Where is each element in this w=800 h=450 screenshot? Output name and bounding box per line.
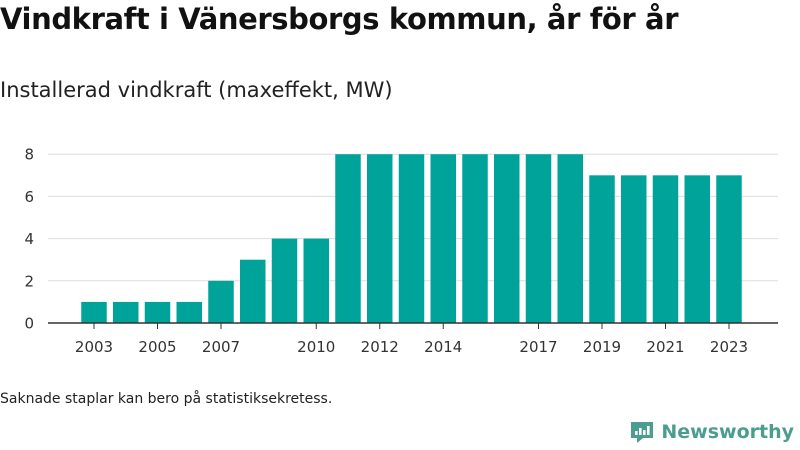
bar-2018: 2018: 8 [557, 154, 583, 323]
bar-2010: 2010: 4 [303, 238, 329, 323]
newsworthy-logo-icon [631, 422, 654, 443]
y-tick-label: 8 [24, 146, 34, 164]
x-tick-label: 2007 [202, 338, 240, 356]
brand-name: Newsworthy [661, 421, 794, 443]
x-tick-label: 2003 [75, 338, 113, 356]
x-axis-tick-labels: 2003 2005 2007 2010 2012 2014 2017 2019 2021 2023 [75, 323, 748, 356]
bar-2021: 2021: 7 [652, 175, 679, 323]
footnote: Saknade staplar kan bero på statistiksek… [0, 391, 333, 407]
bar-2022: 2022: 7 [684, 175, 710, 323]
bar-2014: 2014: 8 [430, 154, 456, 323]
bar-2023: 2023: 7 [716, 175, 742, 323]
y-tick-label: 4 [24, 230, 34, 248]
bar-2003: 2003: 1 [81, 301, 107, 323]
brand-logo[interactable]: Newsworthy [629, 419, 794, 445]
x-tick-label: 2021 [646, 338, 684, 356]
bar-2013: 2013: 8 [398, 154, 425, 323]
y-tick-label: 2 [24, 272, 34, 290]
x-tick-label: 2012 [361, 338, 399, 356]
chart-subtitle: Installerad vindkraft (maxeffekt, MW) [0, 78, 393, 102]
bar-2015: 2015: 8 [462, 154, 488, 323]
y-tick-label: 6 [24, 188, 34, 206]
bar-chart: 0 2 4 6 8 2003: 1 2004: 12005: 12006: 1 2007: … [24, 146, 778, 356]
bar-2004: 2004: 1 [113, 301, 139, 323]
bar-2011: 2011: 8 [335, 154, 361, 323]
bar-2019: 2019: 7 [589, 175, 615, 323]
chart-title: Vindkraft i Vänersborgs kommun, år för å… [0, 2, 679, 36]
bar-2005: 2005: 1 [144, 301, 171, 323]
x-tick-label: 2014 [424, 338, 462, 356]
bar-2012: 2012: 8 [367, 154, 393, 323]
y-tick-label: 0 [24, 315, 34, 333]
bar-2007: 2007: 2 [208, 280, 234, 323]
x-tick-label: 2017 [519, 338, 557, 356]
bar-2016: 2016: 8 [494, 154, 520, 323]
bar-2009: 2009: 4 [271, 238, 298, 323]
x-tick-label: 2010 [297, 338, 335, 356]
y-axis-tick-labels: 0 2 4 6 8 [24, 146, 34, 333]
bar-2008: 2008: 3 [240, 259, 266, 323]
bars: 2003: 1 2004: 12005: 12006: 1 2007: 22008:… [81, 154, 742, 323]
x-tick-label: 2023 [710, 338, 748, 356]
x-tick-label: 2019 [583, 338, 621, 356]
bar-2020: 2020: 7 [621, 175, 647, 323]
bar-2006: 2006: 1 [176, 301, 202, 323]
x-tick-label: 2005 [138, 338, 176, 356]
bar-2017: 2017: 8 [525, 154, 552, 323]
